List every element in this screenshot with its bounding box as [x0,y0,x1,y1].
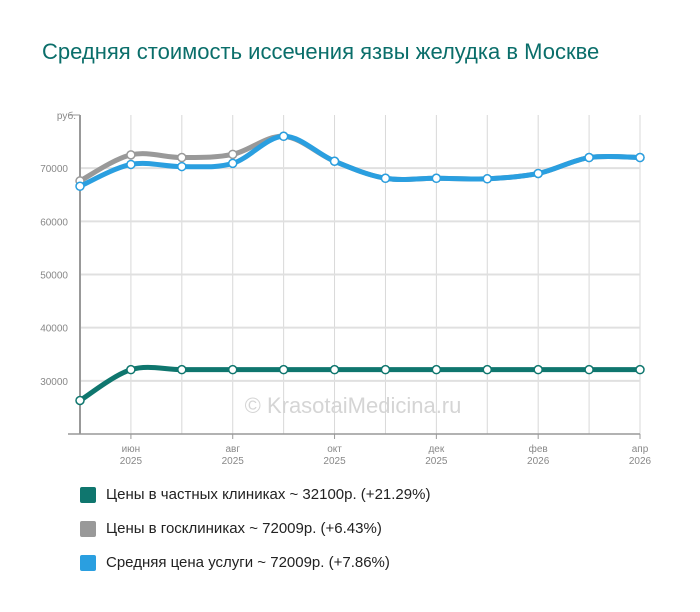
data-point [431,173,442,184]
y-tick-label: 40000 [40,324,68,335]
series-line [78,133,641,184]
data-point [126,159,136,170]
data-point [482,174,493,184]
x-tick-year: 2026 [527,456,550,467]
y-tick-label: 70000 [40,164,68,175]
y-axis-unit: руб. [57,110,76,122]
data-point [75,395,85,406]
watermark: © KrasotaiMedicina.ru [245,393,462,418]
x-tick-month: июн [122,444,141,455]
data-point [177,161,187,172]
legend-swatch [80,554,96,571]
series-line [78,133,641,189]
data-point [329,364,340,375]
line-chart: 3000040000500006000070000руб.июн2025авг2… [40,110,652,467]
x-tick-year: 2025 [222,456,245,467]
x-tick-month: окт [327,444,342,455]
x-tick-month: авг [225,444,240,455]
data-point [227,149,238,160]
x-tick-year: 2026 [629,456,652,467]
x-tick-year: 2025 [425,456,448,467]
legend-item-average[interactable]: Средняя цена услуги ~ 72009р. (+7.86%) [80,554,390,571]
data-point [533,168,543,179]
legend-label: Цены в частных клиниках ~ 32100р. (+21.2… [106,486,431,503]
legend-item-public[interactable]: Цены в госклиниках ~ 72009р. (+6.43%) [80,520,382,537]
data-point [126,150,136,160]
x-tick-month: дек [428,444,444,455]
x-tick-month: фев [529,443,548,455]
data-point [584,364,594,375]
data-point [329,156,340,167]
data-point [584,152,594,163]
data-point [278,131,289,142]
data-point [227,364,238,375]
data-point [177,152,187,163]
data-point [380,173,391,184]
data-point [75,181,85,191]
legend-swatch [80,486,96,503]
x-tick-year: 2025 [323,456,346,467]
data-point [177,364,187,375]
legend-label: Средняя цена услуги ~ 72009р. (+7.86%) [106,554,390,571]
data-point [533,364,543,375]
data-point [227,158,238,169]
y-tick-label: 30000 [40,377,68,388]
data-point [482,364,493,375]
y-tick-label: 60000 [40,217,68,228]
data-point [431,364,442,375]
legend-swatch [80,520,96,537]
x-tick-month: апр [632,444,649,455]
legend-label: Цены в госклиниках ~ 72009р. (+6.43%) [106,520,382,537]
data-point [380,364,391,375]
data-point [635,152,645,163]
data-point [635,364,645,375]
y-tick-label: 50000 [40,271,68,282]
x-tick-year: 2025 [120,456,143,467]
data-point [126,364,136,375]
legend-item-private[interactable]: Цены в частных клиниках ~ 32100р. (+21.2… [80,486,430,503]
chart-title: Средняя стоимость иссечения язвы желудка… [42,39,600,64]
data-point [278,364,289,375]
